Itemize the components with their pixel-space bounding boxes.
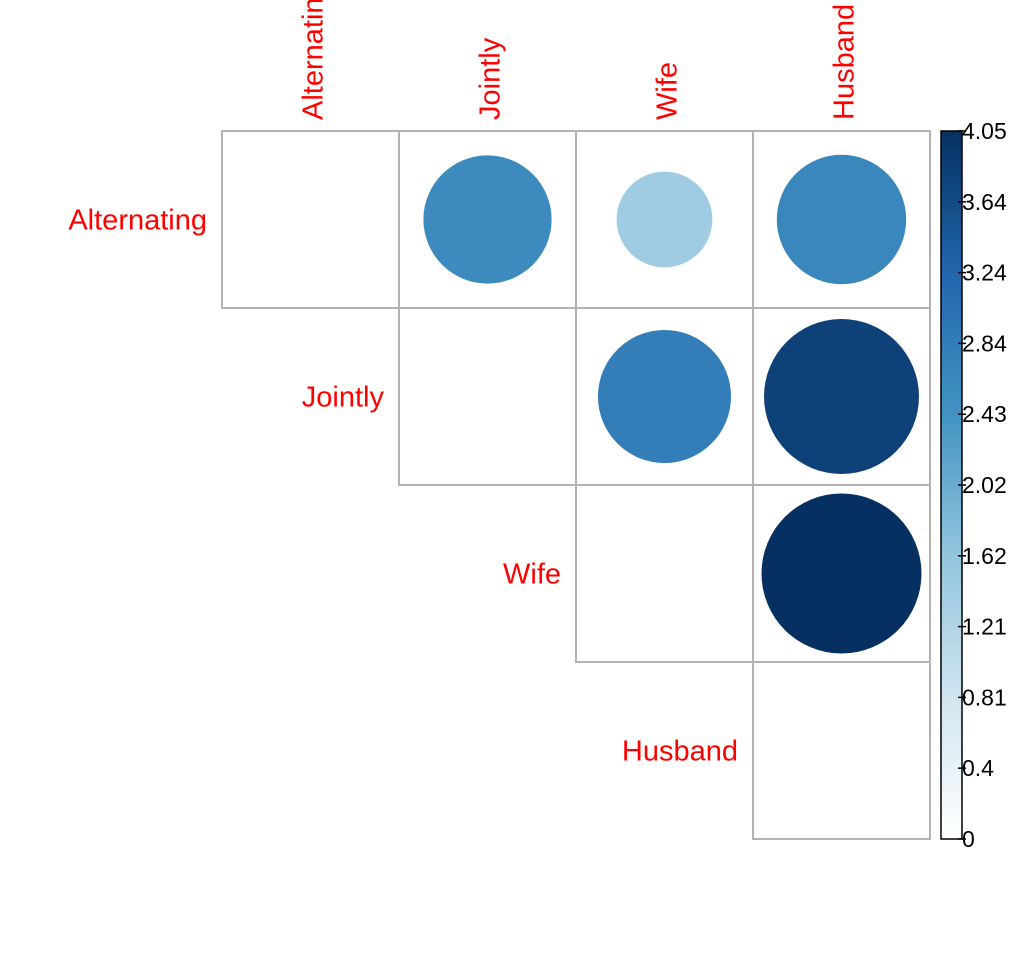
circle-alternating-husband xyxy=(776,154,907,285)
grid-cell-wife-wife xyxy=(575,484,754,663)
grid-cell-alternating-alternating xyxy=(221,130,400,309)
colorbar-tick-label: 3.64 xyxy=(962,189,1007,215)
colorbar: 4.05 3.64 3.24 2.84 2.43 2.02 1.62 1.21 0.81 0.4 0 xyxy=(940,118,1007,852)
circle-alternating-jointly xyxy=(423,155,552,284)
row-label-alternating: Alternating xyxy=(68,205,207,237)
colorbar-tick-label: 3.24 xyxy=(962,260,1007,286)
circle-jointly-husband xyxy=(764,319,919,474)
circle-jointly-wife xyxy=(597,329,732,464)
row-label-jointly: Jointly xyxy=(302,382,385,414)
grid-layer xyxy=(221,130,931,840)
colorbar-tick-label: 4.05 xyxy=(962,118,1007,144)
colorbar-tick-label: 1.21 xyxy=(962,614,1007,640)
colorbar-tick-label: 2.02 xyxy=(962,472,1007,498)
colorbar-tick-label: 1.62 xyxy=(962,543,1007,569)
column-label-husband: Husband xyxy=(829,4,861,120)
colorbar-tick-label: 0.81 xyxy=(962,684,1007,710)
colorbar-tick-label: 0.4 xyxy=(962,755,994,781)
circle-layer xyxy=(423,154,922,654)
colorbar-tick-label: 0 xyxy=(962,826,975,852)
label-layer: Alternating Jointly Wife Husband Alternating… xyxy=(68,0,860,768)
grid-cell-jointly-jointly xyxy=(398,307,577,486)
column-label-jointly: Jointly xyxy=(475,37,507,120)
row-label-wife: Wife xyxy=(503,559,561,591)
column-label-wife: Wife xyxy=(652,62,684,120)
grid-cell-husband-husband xyxy=(752,661,931,840)
circle-wife-husband xyxy=(761,493,922,654)
row-label-husband: Husband xyxy=(622,736,738,768)
colorbar-tick-label: 2.84 xyxy=(962,330,1007,356)
colorbar-tick-label: 2.43 xyxy=(962,401,1007,427)
column-label-alternating: Alternating xyxy=(298,0,330,120)
circle-alternating-wife xyxy=(616,171,713,268)
